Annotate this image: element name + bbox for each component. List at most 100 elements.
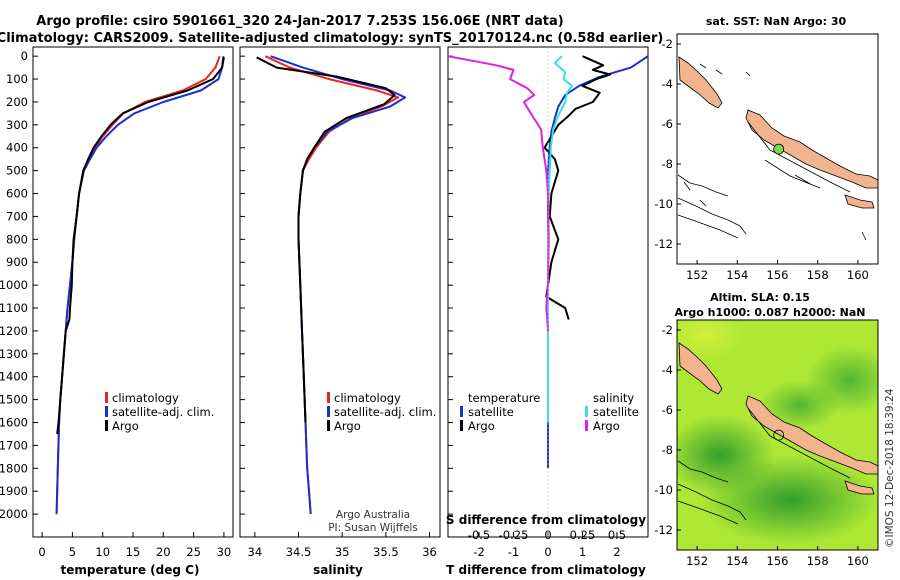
depth-tick-label: 1600 <box>0 416 28 430</box>
png-coast-contours <box>677 174 747 239</box>
x-tick-label: 35.5 <box>373 545 399 559</box>
difference-top-xlabel: S difference from climatology <box>446 513 646 527</box>
sla-map-y-tick-label: -12 <box>654 523 673 537</box>
legend-label-argo: Argo <box>112 419 139 433</box>
depth-axis-labels: 0 100 200 300 400 500 600 700 800 900 1000 1100 1200… <box>0 49 28 521</box>
sst-map-y-tick-label: -12 <box>654 237 673 251</box>
series-line-argo <box>256 56 396 423</box>
depth-tick-label: 1400 <box>0 370 28 384</box>
sla-map-y-tick-label: -10 <box>654 483 673 497</box>
sst-map-y-tick-label: -2 <box>662 37 673 51</box>
legend-label-salt-argo: Argo <box>593 419 620 433</box>
sst-map-x-tick-label: 160 <box>847 268 869 282</box>
x-top-tick-label: 0.5 <box>608 528 626 542</box>
legend-label-temp-argo: Argo <box>468 419 495 433</box>
legend-label-argo: Argo <box>334 419 361 433</box>
coast-contours <box>677 407 851 525</box>
sla-map-body <box>677 320 878 550</box>
x-tick-label: 0 <box>544 545 551 559</box>
sst-map-x-tick-label: 156 <box>767 268 789 282</box>
x-tick-label: 0 <box>38 545 45 559</box>
solomon-islands-landmass <box>745 109 878 189</box>
solomon-islands-south-landmass <box>844 480 875 495</box>
depth-tick-label: 1700 <box>0 438 28 452</box>
legend-label-salt-satellite: satellite <box>593 405 639 419</box>
series-line-argo <box>56 57 225 435</box>
depth-tick-label: 900 <box>6 255 28 269</box>
sla-map-x-tick-label: 152 <box>686 554 708 568</box>
difference-xlabel: T difference from climatology <box>446 563 646 577</box>
x-top-tick-label: -0.25 <box>499 528 529 542</box>
sla-low-center <box>760 380 840 430</box>
depth-tick-label: 1900 <box>0 484 28 498</box>
legend-swatch-climatology <box>327 392 330 403</box>
legend-swatch-argo <box>327 420 330 431</box>
x-tick-label: 34 <box>248 545 263 559</box>
depth-tick-label: 800 <box>6 232 28 246</box>
x-tick-label: 25 <box>186 545 201 559</box>
series-line-temperature-argo <box>543 55 612 320</box>
depth-tick-label: 1800 <box>0 461 28 475</box>
sla-map-x-tick-label: 154 <box>726 554 748 568</box>
difference-legend: temperature satellite Argo salinity sate… <box>460 391 639 433</box>
temperature-panel-frame <box>32 46 234 538</box>
sla-map-y-tick-label: -2 <box>662 323 673 337</box>
depth-tick-label: 1300 <box>0 347 28 361</box>
reef-contours <box>747 121 851 193</box>
x-top-tick-label: -0.5 <box>468 528 490 542</box>
new-britain-landmass <box>678 342 723 395</box>
x-tick-label: 36 <box>422 545 437 559</box>
depth-tick-label: 1100 <box>0 301 28 315</box>
sla-high-north <box>677 320 745 360</box>
sst-map-y-tick-label: -10 <box>654 197 673 211</box>
solomon-islands-landmass <box>745 395 878 475</box>
depth-tick-label: 200 <box>6 95 28 109</box>
title-line2: Climatology: CARS2009. Satellite-adjuste… <box>0 31 663 46</box>
sst-map-y-tick-label: -8 <box>662 157 673 171</box>
temperature-series <box>55 55 225 515</box>
legend-swatch-satellite <box>105 406 108 417</box>
x-tick-label: 30 <box>217 545 232 559</box>
x-tick-label: 34.5 <box>286 545 312 559</box>
series-line-salinity-argo <box>448 55 550 331</box>
temperature-xlabel: temperature (deg C) <box>61 563 200 577</box>
depth-tick-label: 600 <box>6 187 28 201</box>
credit-line1: Argo Australia <box>336 509 410 521</box>
sst-map-x-tick-label: 152 <box>686 268 708 282</box>
credit-line2: PI: Susan Wijffels <box>328 522 418 534</box>
legend-title-temperature: temperature <box>468 391 540 405</box>
float-location-marker <box>773 429 785 441</box>
x-top-tick-label: 0.25 <box>570 528 596 542</box>
depth-tick-label: 400 <box>6 141 28 155</box>
x-tick-label: 10 <box>95 545 110 559</box>
x-tick-label: 20 <box>156 545 171 559</box>
legend-swatch-satellite <box>327 406 330 417</box>
title-line1: Argo profile: csiro 5901661_320 24-Jan-2… <box>36 14 563 29</box>
depth-tick-label: 1000 <box>0 278 28 292</box>
depth-tick-label: 300 <box>6 118 28 132</box>
solomon-islands-south-landmass <box>844 194 875 209</box>
depth-tick-label: 500 <box>6 164 28 178</box>
sst-map-x-tick-label: 154 <box>726 268 748 282</box>
legend-label-climatology: climatology <box>334 391 401 405</box>
sst-map-title: sat. SST: NaN Argo: 30 <box>706 15 847 28</box>
series-line-climatology <box>264 55 400 515</box>
sst-map-body <box>677 34 878 264</box>
legend-label-satellite: satellite-adj. clim. <box>334 405 436 419</box>
legend-label-climatology: climatology <box>112 391 179 405</box>
legend-swatch-argo <box>105 420 108 431</box>
temperature-legend: climatology satellite-adj. clim. Argo <box>105 391 214 433</box>
depth-tick-label: 0 <box>21 49 28 63</box>
depth-tick-label: 2000 <box>0 507 28 521</box>
salinity-legend: climatology satellite-adj. clim. Argo <box>327 391 436 433</box>
legend-title-salinity: salinity <box>593 391 634 405</box>
legend-swatch-salt-satellite <box>585 406 588 417</box>
sla-map-y-tick-label: -4 <box>662 363 673 377</box>
sla-low-southwest <box>677 415 775 495</box>
legend-swatch-climatology <box>105 392 108 403</box>
x-tick-label: -1 <box>508 545 519 559</box>
depth-tick-label: 1500 <box>0 393 28 407</box>
series-line-climatology <box>55 55 221 515</box>
sla-map-x-tick-label: 156 <box>767 554 789 568</box>
